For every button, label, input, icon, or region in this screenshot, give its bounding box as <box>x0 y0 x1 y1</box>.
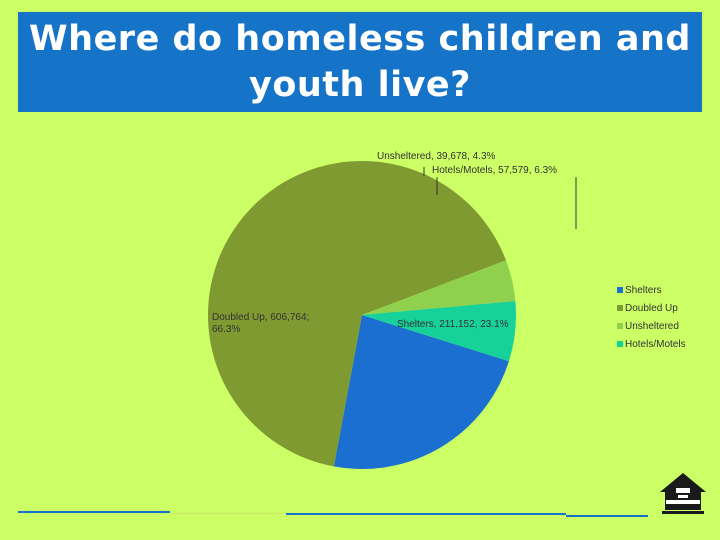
footer-rule-1 <box>18 511 170 513</box>
chart-legend: Shelters Doubled Up Unsheltered Hotels/M… <box>617 281 686 353</box>
pie-slice-unsheltered <box>362 260 516 315</box>
legend-item-doubled-up: Doubled Up <box>617 299 686 317</box>
legend-swatch-shelters <box>617 287 623 293</box>
footer-rule-3 <box>286 513 566 515</box>
slide-title: Where do homeless children and youth liv… <box>29 19 691 105</box>
footer-rule-4 <box>566 515 648 517</box>
legend-swatch-unsheltered <box>617 323 623 329</box>
legend-item-hotels-motels: Hotels/Motels <box>617 335 686 353</box>
footer-rule-2 <box>170 513 286 514</box>
pie-slice-hotels-motels <box>362 301 517 362</box>
legend-swatch-hotels-motels <box>617 341 623 347</box>
legend-item-unsheltered: Unsheltered <box>617 317 686 335</box>
legend-label-unsheltered: Unsheltered <box>625 320 679 332</box>
legend-swatch-doubled-up <box>617 305 623 311</box>
legend-item-shelters: Shelters <box>617 281 686 299</box>
data-label-hotels-motels: Hotels/Motels, 57,579, 6.3% <box>432 165 557 176</box>
data-label-unsheltered: Unsheltered, 39,678, 4.3% <box>377 151 496 162</box>
data-label-shelters: Shelters, 211,152, 23.1% <box>397 319 509 330</box>
title-banner: Where do homeless children and youth liv… <box>18 12 702 112</box>
legend-label-hotels-motels: Hotels/Motels <box>625 338 686 350</box>
legend-label-shelters: Shelters <box>625 284 662 296</box>
nche-logo <box>660 473 706 514</box>
pie-slice-doubled-up <box>207 160 506 467</box>
data-label-doubled-up: Doubled Up, 606,764; 66.3% <box>212 312 309 335</box>
legend-label-doubled-up: Doubled Up <box>625 302 678 314</box>
pie-slice-shelters <box>333 315 509 469</box>
